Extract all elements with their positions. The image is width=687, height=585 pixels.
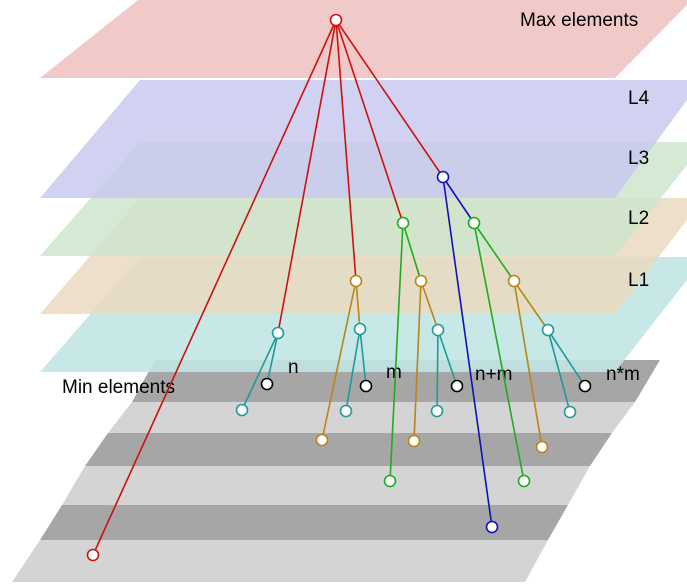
layer-label-l4: L4 <box>628 88 650 109</box>
edge-root-to-green-left <box>335 19 404 224</box>
edge-root-to-min-left <box>92 19 337 556</box>
node-leaf-blue <box>485 520 499 534</box>
node-leaf-teal-a <box>235 403 249 417</box>
bin-label-n: n <box>288 357 299 378</box>
edge-teal-a-down <box>241 332 279 411</box>
node-green-left <box>396 216 410 230</box>
layer-label-l3: L3 <box>628 148 649 169</box>
node-teal-c <box>431 323 445 337</box>
edge-gold-b-down <box>413 280 422 442</box>
base-stripe-6 <box>12 540 548 582</box>
min-elements-label: Min elements <box>62 377 175 398</box>
node-gold-b <box>414 274 428 288</box>
layer-max-plane <box>40 0 687 78</box>
red-edges <box>92 19 444 556</box>
teal-edges <box>241 328 586 413</box>
base-stripe-4 <box>62 466 590 505</box>
node-leaf-black-n-plus-m <box>450 379 464 393</box>
edge-teal-b-black <box>359 328 367 387</box>
edge-blue-to-bottom <box>442 176 493 528</box>
edge-teal-a-black <box>266 332 279 385</box>
base-stripe-2 <box>108 402 635 433</box>
base-stripe-5 <box>40 505 568 540</box>
layer-l4-plane <box>40 80 687 198</box>
node-leaf-black-n <box>260 377 274 391</box>
node-teal-b <box>353 322 367 336</box>
node-leaf-black-m <box>359 379 373 393</box>
node-leaf-green-right <box>517 474 531 488</box>
gold-edges <box>321 280 549 448</box>
edge-blue-to-green-right <box>442 176 475 224</box>
node-gold-c <box>507 274 521 288</box>
node-min-leaf-red <box>86 548 100 562</box>
node-gold-a <box>349 274 363 288</box>
node-root <box>329 13 343 27</box>
edge-gold-a-to-teal <box>355 280 361 330</box>
node-leaf-teal-d <box>563 405 577 419</box>
edge-green-left-to-gold <box>402 222 422 282</box>
layer-label-l1: L1 <box>628 270 649 291</box>
bin-label-n-times-m: n*m <box>606 364 640 385</box>
edge-green-right-down <box>473 222 525 482</box>
node-leaf-teal-c <box>430 404 444 418</box>
bin-label-n-plus-m: n+m <box>475 364 513 385</box>
edge-teal-c-black <box>437 329 458 387</box>
edge-gold-c-to-teal <box>513 280 549 331</box>
node-leaf-gold-c <box>535 440 549 454</box>
node-leaf-green-left <box>383 474 397 488</box>
node-green-right <box>467 216 481 230</box>
max-elements-label: Max elements <box>520 10 638 31</box>
edge-root-to-gold-left <box>335 19 357 282</box>
edge-teal-c-down <box>436 329 439 412</box>
node-teal-d <box>541 323 555 337</box>
edge-gold-b-to-teal <box>420 280 439 331</box>
layer-label-l2: L2 <box>628 208 649 229</box>
edge-green-left-down <box>389 222 404 482</box>
node-leaf-teal-b <box>339 404 353 418</box>
green-edges <box>389 222 525 482</box>
edge-root-to-blue <box>335 19 444 178</box>
node-leaf-gold-b <box>407 434 421 448</box>
node-teal-a <box>271 326 285 340</box>
node-leaf-black-n-times-m <box>578 379 592 393</box>
base-stripe-3 <box>85 433 612 466</box>
edge-teal-b-down <box>345 328 361 412</box>
edge-gold-a-down <box>321 280 357 441</box>
edge-teal-d-down <box>547 329 571 413</box>
blue-edges <box>442 176 493 528</box>
edge-teal-d-black <box>547 329 586 387</box>
node-blue <box>436 170 450 184</box>
edge-root-to-teal-left <box>277 19 337 334</box>
edge-gold-c-down <box>513 280 543 448</box>
node-leaf-gold-a <box>315 433 329 447</box>
bin-label-m: m <box>386 362 402 383</box>
edge-green-right-to-gold <box>473 222 515 282</box>
